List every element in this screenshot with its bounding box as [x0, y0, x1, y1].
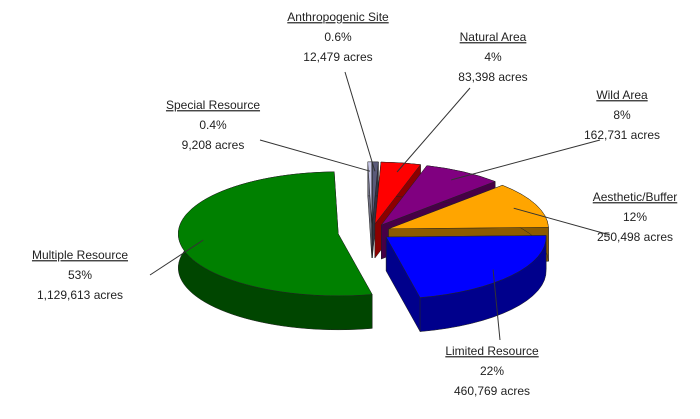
slice-label: Aesthetic/Buffer [593, 190, 678, 204]
leader-line [396, 87, 471, 173]
slice-percent: 22% [480, 364, 504, 378]
slice-label: Multiple Resource [32, 248, 128, 262]
slice-acres: 460,769 acres [454, 384, 530, 398]
leader-line [344, 71, 376, 172]
slice-acres: 83,398 acres [458, 70, 527, 84]
slice-label: Special Resource [166, 98, 260, 112]
slice-acres: 1,129,613 acres [37, 288, 123, 302]
slice-acres: 12,479 acres [303, 50, 372, 64]
slice-acres: 250,498 acres [597, 230, 673, 244]
slice [388, 184, 549, 230]
slice-label: Natural Area [460, 30, 527, 44]
leader-line [149, 239, 204, 276]
slice [380, 165, 496, 226]
leader-line [492, 269, 501, 341]
slice-percent: 4% [484, 50, 502, 64]
slice [374, 161, 421, 225]
slice-label: Limited Resource [445, 344, 539, 358]
slice-percent: 0.4% [199, 118, 227, 132]
leader-line [259, 139, 371, 172]
slice-percent: 8% [613, 108, 631, 122]
slice-label: Anthropogenic Site [287, 10, 389, 24]
slice-percent: 53% [68, 268, 92, 282]
slice-percent: 0.6% [324, 30, 352, 44]
slice [178, 171, 373, 297]
leader-line [513, 207, 611, 236]
slice-percent: 12% [623, 210, 647, 224]
slice-acres: 162,731 acres [584, 128, 660, 142]
slice-acres: 9,208 acres [182, 138, 245, 152]
slice [385, 235, 547, 298]
leader-line [451, 139, 601, 181]
slice-label: Wild Area [596, 88, 648, 102]
